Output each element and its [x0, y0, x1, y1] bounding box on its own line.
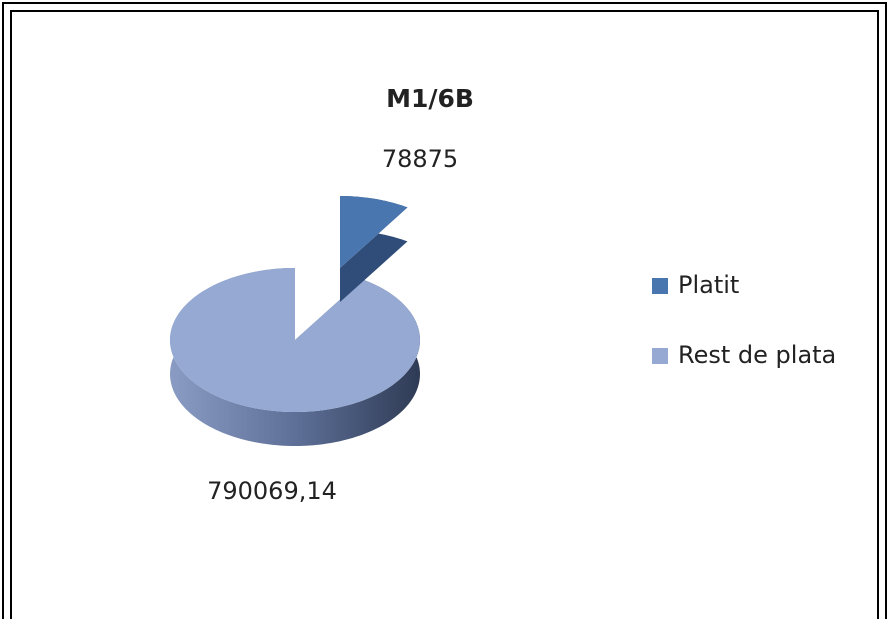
inner-frame	[10, 10, 879, 619]
chart-title: M1/6B	[386, 84, 474, 113]
legend-swatch	[652, 348, 668, 364]
data-label: 790069,14	[207, 477, 337, 505]
slice	[340, 196, 408, 269]
legend-label: Platit	[678, 271, 739, 299]
legend-swatch	[652, 278, 668, 294]
slice	[170, 268, 420, 412]
data-label: 78875	[382, 145, 458, 173]
legend-label: Rest de plata	[678, 341, 836, 369]
